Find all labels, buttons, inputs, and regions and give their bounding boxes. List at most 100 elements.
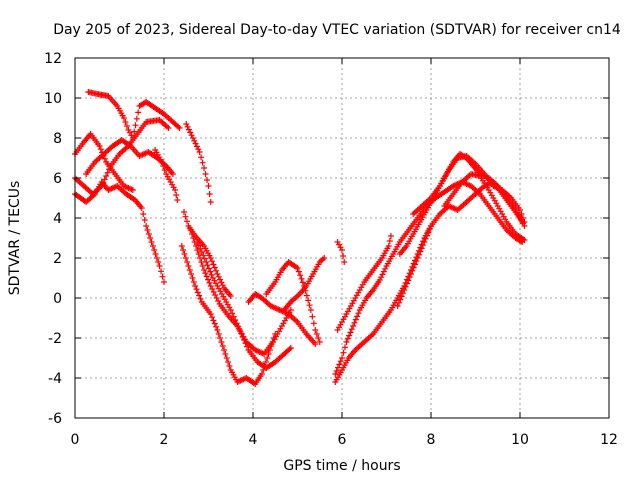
y-tick-label: 12 bbox=[44, 51, 62, 67]
data-point bbox=[183, 218, 190, 225]
data-point bbox=[193, 243, 200, 249]
x-tick-label: 8 bbox=[427, 432, 436, 448]
data-point bbox=[192, 140, 199, 147]
data-point bbox=[209, 258, 216, 265]
data-point bbox=[148, 239, 155, 245]
series-track-r bbox=[334, 233, 394, 333]
data-point bbox=[201, 267, 208, 273]
data-point bbox=[200, 252, 207, 259]
data-point bbox=[385, 243, 392, 249]
data-point bbox=[193, 286, 200, 293]
series-track-l bbox=[245, 291, 319, 347]
data-point bbox=[303, 292, 310, 299]
series-track-i bbox=[178, 243, 279, 387]
data-point bbox=[196, 292, 203, 299]
data-point bbox=[101, 155, 108, 162]
x-tick-label: 6 bbox=[338, 432, 347, 448]
data-point bbox=[120, 115, 127, 121]
data-point bbox=[287, 307, 294, 313]
x-tick-label: 10 bbox=[511, 432, 529, 448]
data-point bbox=[347, 329, 354, 336]
data-point bbox=[159, 273, 166, 280]
series-track-f bbox=[152, 147, 181, 203]
data-point bbox=[197, 295, 204, 302]
data-point bbox=[185, 263, 192, 269]
data-point bbox=[180, 247, 187, 253]
data-point bbox=[190, 279, 197, 285]
data-point bbox=[151, 247, 158, 253]
data-point bbox=[399, 290, 406, 297]
data-point bbox=[339, 355, 345, 361]
data-point bbox=[232, 317, 239, 323]
series-track-v bbox=[441, 171, 528, 243]
data-point bbox=[209, 286, 216, 292]
data-point bbox=[297, 272, 304, 279]
data-point bbox=[340, 349, 347, 356]
x-axis-label: GPS time / hours bbox=[283, 458, 400, 474]
data-markers bbox=[72, 89, 528, 387]
data-point bbox=[306, 302, 313, 309]
data-point bbox=[236, 327, 243, 333]
y-tick-label: 8 bbox=[53, 131, 62, 147]
data-point bbox=[183, 121, 190, 127]
series-track-t bbox=[396, 151, 526, 257]
data-point bbox=[206, 279, 213, 286]
data-point bbox=[339, 247, 345, 253]
data-point bbox=[235, 323, 242, 330]
series-track-h bbox=[181, 209, 234, 299]
data-point bbox=[210, 261, 217, 268]
data-point bbox=[355, 310, 362, 317]
data-point bbox=[354, 313, 361, 320]
data-point bbox=[191, 137, 198, 144]
data-point bbox=[189, 231, 196, 237]
data-point bbox=[195, 251, 202, 257]
data-point bbox=[414, 255, 421, 261]
series-track-k bbox=[194, 239, 294, 371]
x-tick-label: 2 bbox=[160, 432, 169, 448]
data-point bbox=[194, 247, 201, 253]
data-point bbox=[213, 323, 220, 330]
data-point bbox=[222, 351, 229, 357]
data-point bbox=[174, 197, 181, 203]
data-point bbox=[209, 314, 216, 321]
data-point bbox=[172, 187, 179, 193]
data-point bbox=[161, 167, 168, 173]
data-point bbox=[321, 255, 328, 261]
data-point bbox=[343, 339, 350, 345]
data-point bbox=[244, 343, 251, 350]
data-point bbox=[97, 146, 104, 153]
data-point bbox=[218, 279, 225, 286]
series-track-g bbox=[183, 121, 214, 205]
data-point bbox=[346, 332, 353, 339]
data-point bbox=[215, 298, 222, 304]
data-point bbox=[202, 171, 209, 177]
data-point bbox=[418, 245, 425, 252]
data-point bbox=[341, 259, 348, 265]
data-point bbox=[190, 235, 197, 241]
data-point bbox=[295, 268, 302, 275]
data-point bbox=[294, 265, 301, 271]
data-point bbox=[188, 271, 195, 277]
data-point bbox=[213, 295, 220, 301]
data-point bbox=[175, 123, 182, 130]
data-point bbox=[233, 320, 240, 327]
data-point bbox=[201, 255, 208, 262]
data-point bbox=[517, 207, 523, 213]
data-point bbox=[207, 311, 214, 317]
data-point bbox=[189, 135, 196, 141]
data-point bbox=[153, 255, 160, 261]
data-point bbox=[333, 367, 340, 374]
data-point bbox=[178, 243, 185, 249]
y-tick-label: 2 bbox=[53, 251, 62, 267]
data-point bbox=[101, 176, 108, 183]
data-point bbox=[411, 261, 418, 268]
data-point bbox=[195, 242, 202, 249]
data-point bbox=[387, 233, 394, 239]
data-point bbox=[386, 238, 393, 244]
data-point bbox=[182, 213, 189, 220]
data-point bbox=[149, 243, 156, 249]
data-point bbox=[398, 293, 405, 300]
data-point bbox=[380, 268, 387, 275]
data-point bbox=[403, 280, 410, 287]
chart-title: Day 205 of 2023, Sidereal Day-to-day VTE… bbox=[53, 22, 621, 38]
